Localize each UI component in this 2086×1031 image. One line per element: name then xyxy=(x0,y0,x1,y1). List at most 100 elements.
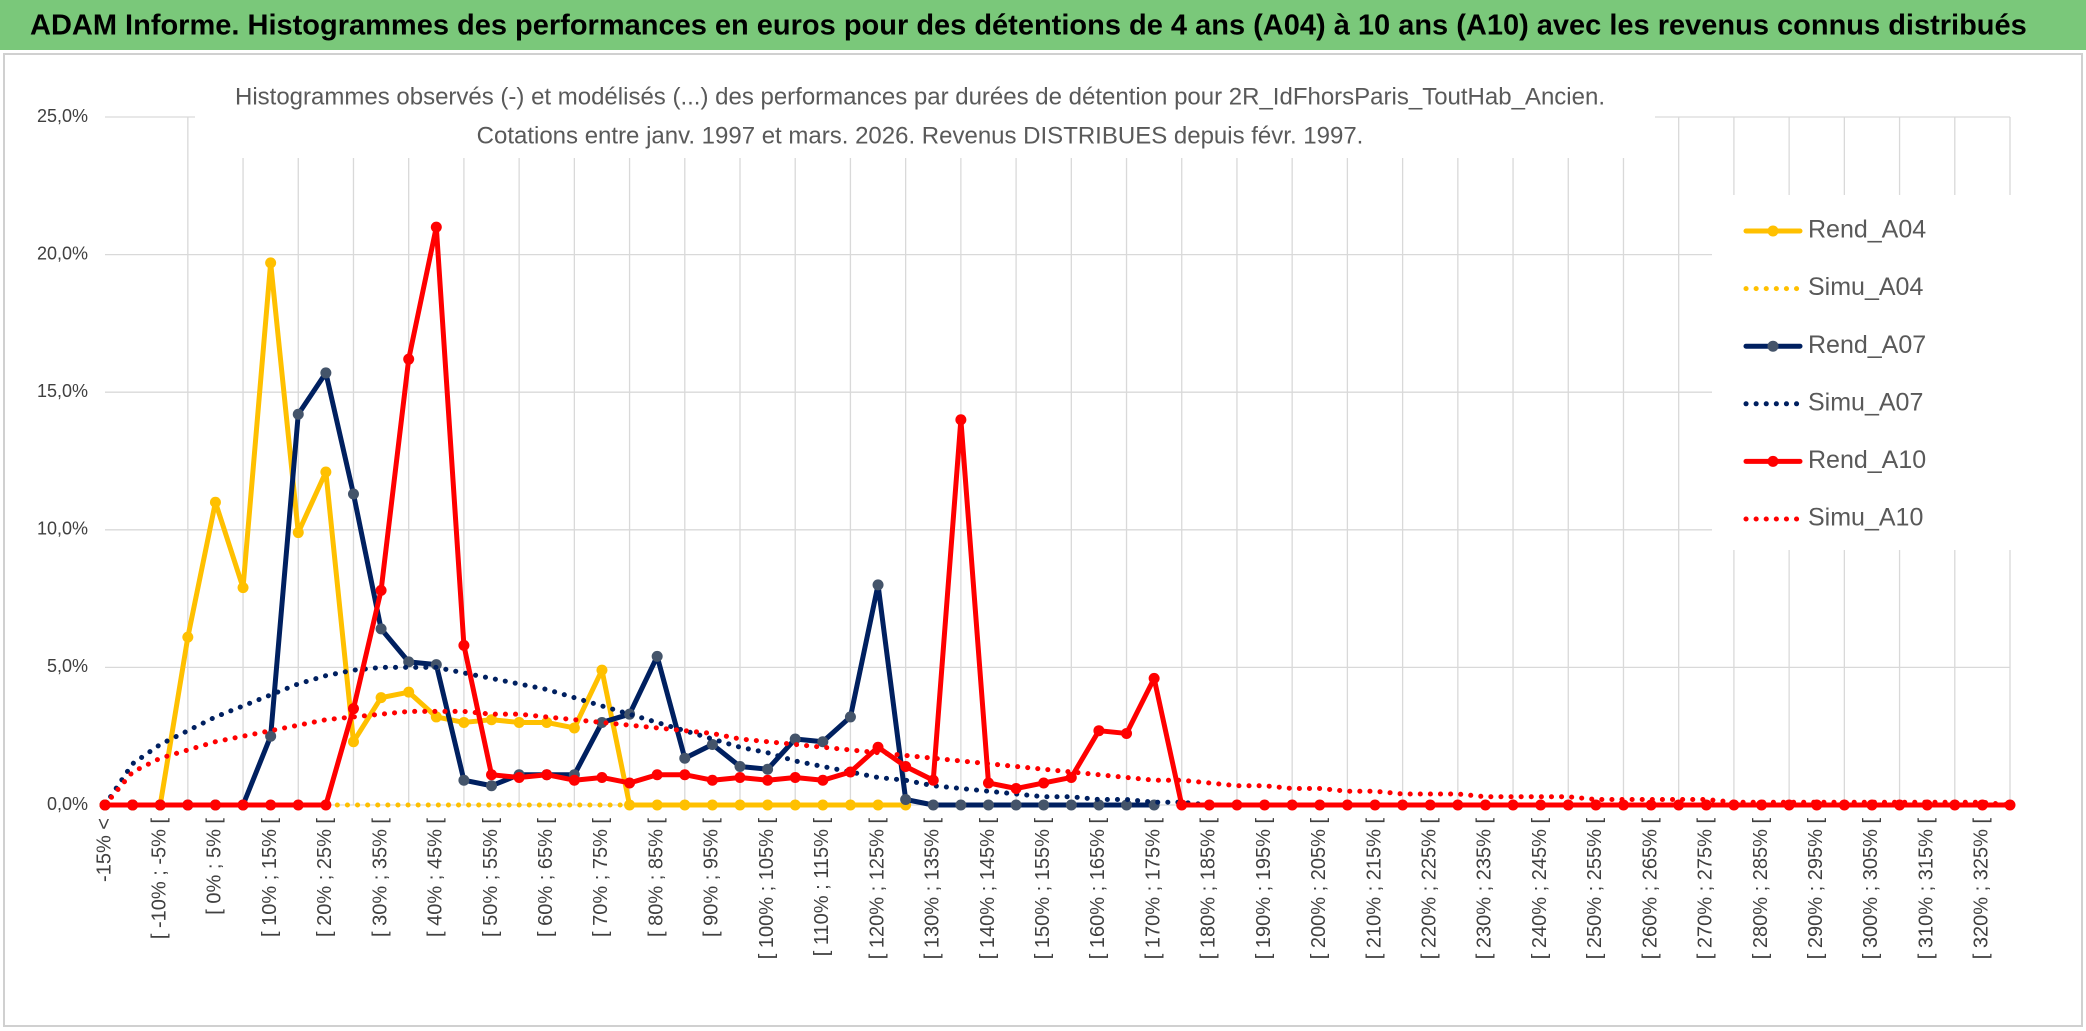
point xyxy=(1479,799,1491,811)
point xyxy=(1369,799,1381,811)
point xyxy=(789,799,801,811)
point xyxy=(403,353,415,365)
x-tick-label: [ 130% ; 135% [ xyxy=(922,818,944,960)
point xyxy=(403,656,415,668)
point xyxy=(1010,799,1022,811)
x-tick-label: [ 270% ; 275% [ xyxy=(1695,818,1717,960)
header-title: ADAM Informe. Histogrammes des performan… xyxy=(30,10,2027,42)
point xyxy=(347,488,359,500)
point xyxy=(292,408,304,420)
point xyxy=(320,466,332,478)
point xyxy=(872,799,884,811)
point xyxy=(1617,799,1629,811)
model-line xyxy=(102,708,2013,808)
legend-label: Rend_A10 xyxy=(1808,446,1926,474)
point xyxy=(844,766,856,778)
x-tick-label: [ 240% ; 245% [ xyxy=(1529,818,1551,960)
chart-subtitle: Cotations entre janv. 1997 et mars. 2026… xyxy=(477,122,1364,149)
point xyxy=(209,799,221,811)
point xyxy=(458,639,470,651)
point xyxy=(927,774,939,786)
x-tick-label: [ 190% ; 195% [ xyxy=(1253,818,1275,960)
x-tick-label: [ 260% ; 265% [ xyxy=(1639,818,1661,960)
point xyxy=(1176,799,1188,811)
x-tick-label: [ 150% ; 155% [ xyxy=(1032,818,1054,960)
point xyxy=(679,799,691,811)
y-tick-label: 15,0% xyxy=(37,381,88,401)
point xyxy=(1231,799,1243,811)
point xyxy=(706,774,718,786)
point xyxy=(817,774,829,786)
point xyxy=(1673,799,1685,811)
point xyxy=(375,584,387,596)
point xyxy=(265,799,277,811)
point xyxy=(292,527,304,539)
point xyxy=(486,714,498,726)
point xyxy=(430,711,442,723)
title-box xyxy=(195,78,1655,158)
point xyxy=(458,716,470,728)
legend: Rend_A04 Simu_A04 Rend_A07 Simu_A07 Rend_A10… xyxy=(1743,216,1926,532)
x-tick-label: [ 210% ; 215% [ xyxy=(1363,818,1385,960)
point xyxy=(651,769,663,781)
point xyxy=(513,716,525,728)
point xyxy=(1507,799,1519,811)
point xyxy=(320,799,332,811)
point xyxy=(375,623,387,635)
point xyxy=(596,716,608,728)
point xyxy=(347,736,359,748)
point xyxy=(237,799,249,811)
point xyxy=(182,631,194,643)
legend-label: Simu_A04 xyxy=(1808,273,1923,301)
x-tick-label: [ 30% ; 35% [ xyxy=(369,818,391,937)
x-tick-label: [ 90% ; 95% [ xyxy=(701,818,723,937)
point xyxy=(789,771,801,783)
x-tick-label: -15% < xyxy=(93,818,115,882)
x-tick-label: [ 110% ; 115% [ xyxy=(811,818,833,957)
point xyxy=(320,367,332,379)
point xyxy=(762,774,774,786)
point xyxy=(955,799,967,811)
point xyxy=(679,769,691,781)
y-tick-label: 10,0% xyxy=(37,519,88,539)
point xyxy=(1452,799,1464,811)
point xyxy=(651,650,663,662)
legend-label: Rend_A07 xyxy=(1808,331,1926,359)
point xyxy=(1121,799,1133,811)
x-tick-label: [ 300% ; 305% [ xyxy=(1860,818,1882,960)
point xyxy=(762,763,774,775)
point xyxy=(1535,799,1547,811)
point xyxy=(1645,799,1657,811)
point xyxy=(734,771,746,783)
y-tick-label: 25,0% xyxy=(37,106,88,126)
x-tick-label: [ 250% ; 255% [ xyxy=(1584,818,1606,960)
point xyxy=(789,733,801,745)
point xyxy=(1341,799,1353,811)
point xyxy=(513,771,525,783)
point xyxy=(541,716,553,728)
point xyxy=(237,582,249,594)
y-tick-label: 0,0% xyxy=(47,794,88,814)
point xyxy=(127,799,139,811)
point xyxy=(486,780,498,792)
point xyxy=(900,760,912,772)
point xyxy=(1259,799,1271,811)
point xyxy=(265,730,277,742)
x-tick-label: [ 290% ; 295% [ xyxy=(1805,818,1827,960)
point xyxy=(1397,799,1409,811)
point xyxy=(1038,799,1050,811)
point xyxy=(209,496,221,508)
point xyxy=(927,799,939,811)
point xyxy=(1121,727,1133,739)
y-tick-label: 20,0% xyxy=(37,243,88,263)
x-tick-label: [ -10% ; -5% [ xyxy=(148,818,170,940)
x-tick-label: [ 60% ; 65% [ xyxy=(535,818,557,937)
x-tick-label: [ 160% ; 165% [ xyxy=(1087,818,1109,960)
point xyxy=(651,799,663,811)
point xyxy=(955,414,967,426)
point xyxy=(1148,672,1160,684)
legend-box xyxy=(1712,195,2012,550)
point xyxy=(1093,725,1105,737)
point xyxy=(458,774,470,786)
point xyxy=(2004,799,2016,811)
